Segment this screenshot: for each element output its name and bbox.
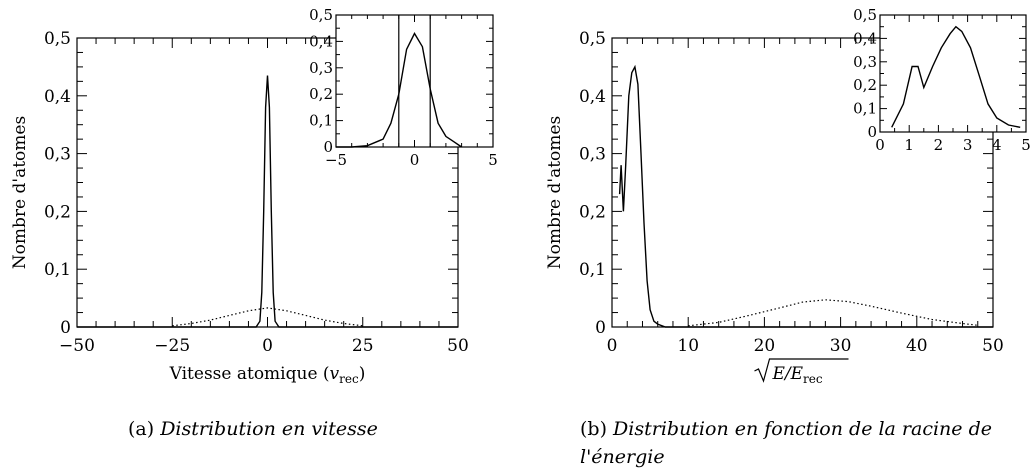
x-axis-label-text: Vitesse atomique (	[169, 364, 330, 384]
inset-x-tick-label: 0	[875, 136, 885, 154]
x-axis-label-symbol: v	[330, 364, 340, 384]
y-tick-label: 0,5	[579, 29, 606, 49]
inset-x-tick-label: 5	[488, 151, 498, 169]
y-tick-label: 0	[595, 318, 606, 338]
y-tick-label: 0,2	[579, 202, 606, 222]
y-tick-label: 0,3	[579, 145, 606, 165]
inset-y-tick-label: 0,1	[309, 112, 333, 130]
y-tick-label: 0,1	[579, 260, 606, 280]
x-axis-label: E/Erec	[772, 364, 823, 386]
x-tick-label: 0	[262, 336, 273, 356]
series-line-dotted	[172, 307, 363, 327]
inset-y-tick-label: 0,4	[853, 29, 877, 47]
inset-x-tick-label: 4	[992, 136, 1002, 154]
inset-x-tick-label: 3	[963, 136, 973, 154]
y-axis-label: Nombre d'atomes	[545, 116, 565, 269]
inset-series-line	[336, 32, 462, 148]
inset-plot: −5 0 500,10,20,30,40,5	[309, 6, 498, 169]
y-tick-label: 0,5	[44, 29, 71, 49]
inset-y-tick-label: 0,2	[309, 85, 333, 103]
caption-b-label: (b)	[580, 418, 607, 440]
series-line-solid	[618, 64, 993, 328]
inset-plot: 0 1 2 3 4 5 0 0,1 0,2 0,3 0,4 0,5	[853, 6, 1031, 154]
caption-b: (b) Distribution en fonction de la racin…	[580, 415, 1010, 471]
inset-frame	[879, 14, 1027, 133]
inset-x-tick-label: 1	[904, 136, 914, 154]
x-tick-label: 50	[982, 336, 1004, 356]
inset-y-tick-label: 0,4	[309, 32, 333, 50]
inset-y-tick-label: 0,5	[853, 6, 877, 24]
x-axis-label: Vitesse atomique (vrec)	[169, 364, 366, 386]
inset-y-tick-label: 0	[867, 123, 877, 141]
y-tick-label: 0,3	[44, 145, 71, 165]
x-tick-label: −25	[154, 336, 190, 356]
inset-frame	[335, 14, 494, 148]
inset-y-tick-label: 0,2	[853, 76, 877, 94]
caption-b-text: Distribution en fonction de la racine de…	[580, 418, 992, 468]
x-tick-label: 30	[830, 336, 852, 356]
y-tick-label: 0	[60, 318, 71, 338]
y-tick-label: 0,1	[44, 260, 71, 280]
x-axis-label-close: )	[359, 364, 366, 384]
y-tick-label: 0,2	[44, 202, 71, 222]
sqrt-sign	[754, 358, 849, 383]
inset-y-tick-label: 0,3	[309, 59, 333, 77]
x-tick-label: −50	[59, 336, 95, 356]
x-tick-label: 20	[754, 336, 776, 356]
caption-a: (a) Distribution en vitesse	[128, 415, 378, 443]
y-axis-label: Nombre d'atomes	[10, 116, 30, 269]
x-tick-label: 50	[447, 336, 469, 356]
x-tick-label: 10	[677, 336, 699, 356]
inset-y-tick-label: 0,5	[309, 6, 333, 24]
inset-x-tick-label: 2	[934, 136, 944, 154]
inset-series-line	[891, 25, 1021, 128]
inset-y-tick-label: 0	[323, 138, 333, 156]
inset-y-tick-label: 0,3	[853, 53, 877, 71]
inset-x-tick-label: 0	[410, 151, 420, 169]
x-axis-label-sub: rec	[803, 372, 823, 386]
x-axis-label-sub: rec	[339, 372, 359, 386]
y-tick-label: 0,4	[44, 87, 71, 107]
inset-x-tick-label: 5	[1021, 136, 1031, 154]
x-axis-label-text: E/E	[772, 364, 804, 384]
inset-x-tick-label: −5	[325, 151, 347, 169]
series-line-dotted	[688, 299, 978, 327]
x-tick-label: 40	[906, 336, 928, 356]
x-tick-label: 25	[352, 336, 374, 356]
y-tick-label: 0,4	[579, 87, 606, 107]
inset-y-tick-label: 0,1	[853, 100, 877, 118]
caption-a-text: Distribution en vitesse	[160, 418, 378, 440]
series-line-solid	[77, 75, 458, 328]
caption-a-label: (a)	[128, 418, 155, 440]
x-tick-label: 0	[607, 336, 618, 356]
